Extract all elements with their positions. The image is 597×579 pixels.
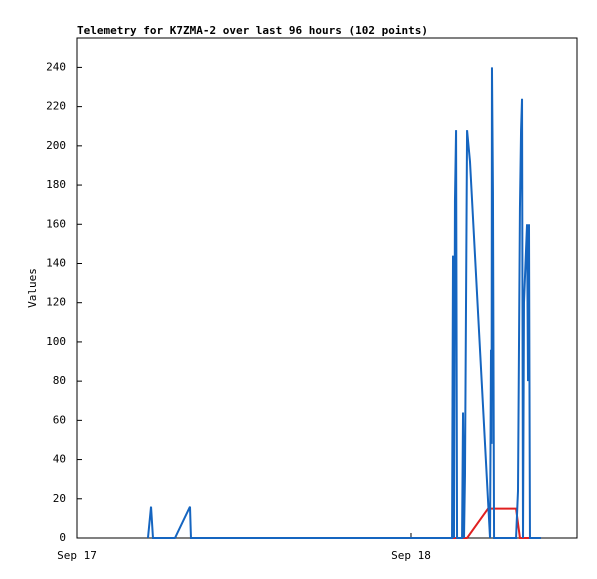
y-tick-label: 140 (46, 256, 66, 269)
y-tick-label: 40 (53, 453, 66, 466)
y-tick-label: 160 (46, 217, 66, 230)
y-tick-label: 120 (46, 296, 66, 309)
chart-title: Telemetry for K7ZMA-2 over last 96 hours… (77, 24, 428, 37)
x-tick-label: Sep 18 (391, 549, 431, 562)
y-tick-label: 0 (59, 531, 66, 544)
y-tick-label: 180 (46, 178, 66, 191)
y-tick-label: 100 (46, 335, 66, 348)
x-tick-label: Sep 17 (57, 549, 97, 562)
y-tick-label: 240 (46, 60, 66, 73)
data-line (146, 67, 541, 539)
y-axis-label: Values (26, 268, 39, 308)
y-tick-label: 220 (46, 100, 66, 113)
y-tick-label: 200 (46, 139, 66, 152)
y-tick-label: 80 (53, 374, 66, 387)
y-tick-label: 60 (53, 413, 66, 426)
plot-frame (76, 37, 578, 539)
y-tick-label: 20 (53, 492, 66, 505)
